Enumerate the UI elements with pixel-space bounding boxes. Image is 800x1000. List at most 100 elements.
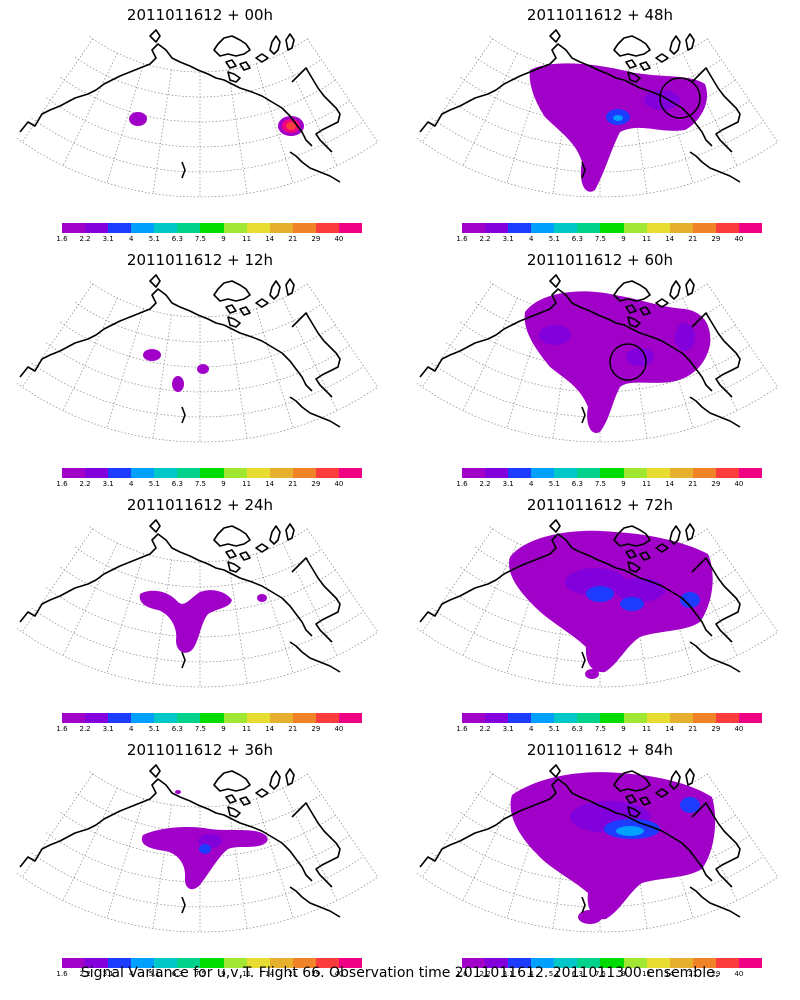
- colorbar-swatch: [715, 468, 739, 478]
- coastline-segment: [289, 641, 341, 673]
- colorbar-label: 1.6: [456, 235, 468, 243]
- colorbar-swatch: [154, 713, 178, 723]
- colorbar-swatch: [508, 958, 532, 968]
- colorbar-label: 14: [265, 235, 275, 243]
- coastline-segment: [549, 274, 561, 288]
- colorbar-label: 7.5: [594, 725, 607, 733]
- colorbar-swatch: [223, 468, 247, 478]
- colorbar-label: 7.5: [194, 970, 207, 978]
- colorbar-swatch: [715, 713, 739, 723]
- colorbar-label: 4: [528, 480, 534, 488]
- latitude-line: [74, 301, 322, 343]
- colorbar-label: 7.5: [594, 480, 607, 488]
- map-plot: [16, 764, 379, 933]
- latitude-line: [431, 117, 764, 173]
- colorbar-swatch: [223, 958, 247, 968]
- colorbar-swatch: [692, 223, 716, 233]
- coastline-segment: [255, 298, 269, 308]
- colorbar-label: 29: [711, 235, 721, 243]
- panel-title: 2011011612 + 12h: [126, 251, 274, 269]
- colorbar-swatch: [623, 223, 647, 233]
- coastline-segment: [419, 43, 713, 147]
- colorbar-labels: 1.6 2.2 3.1 4 5.1 6.3 7.5 9 11 14 21 29 40: [56, 480, 362, 490]
- colorbar-label: 1.6: [56, 480, 68, 488]
- map-graticule: [16, 36, 379, 198]
- meridian-line: [62, 297, 118, 411]
- colorbar-swatch: [577, 223, 601, 233]
- colorbar-label: 6.3: [571, 235, 583, 243]
- coastline-segment: [627, 561, 641, 573]
- coastline-segment: [213, 280, 251, 302]
- colorbar-swatch: [62, 468, 86, 478]
- latitude-line: [60, 322, 336, 368]
- coastline-segment: [669, 525, 681, 545]
- colorbar-swatch: [462, 468, 486, 478]
- colorbar: [462, 958, 763, 968]
- colorbar-swatch: [508, 713, 532, 723]
- coastline-segment: [581, 896, 586, 914]
- variance-shading: [141, 790, 268, 890]
- coastline-segment: [685, 523, 695, 541]
- latitude-line: [60, 77, 336, 123]
- colorbar-swatch: [315, 468, 339, 478]
- colorbar-label: 1.6: [56, 970, 68, 978]
- coastline-segment: [239, 61, 251, 71]
- colorbar-swatch: [292, 713, 316, 723]
- colorbar-swatch: [269, 468, 293, 478]
- colorbar-swatch: [62, 713, 86, 723]
- colorbar-label: 14: [665, 725, 675, 733]
- variance-shading: [509, 530, 713, 679]
- coastline-segment: [691, 312, 741, 398]
- colorbar-label: 2.2: [479, 235, 491, 243]
- meridian-line: [462, 787, 518, 901]
- coastline: [19, 274, 341, 428]
- colorbar-label: 2.2: [479, 970, 491, 978]
- colorbar-label: 2.2: [79, 235, 91, 243]
- colorbar-label: 2.2: [479, 480, 491, 488]
- coastline-segment: [625, 549, 637, 559]
- coastline-segment: [627, 316, 641, 328]
- coastline-segment: [685, 768, 695, 786]
- colorbar-label: 7.5: [194, 480, 207, 488]
- latitude-line: [16, 383, 379, 443]
- latitude-line: [416, 138, 779, 198]
- colorbar-swatch: [669, 958, 693, 968]
- colorbar-swatch: [85, 223, 109, 233]
- coastline-segment: [239, 551, 251, 561]
- colorbar-label: 4: [128, 480, 134, 488]
- colorbar-swatch: [554, 958, 578, 968]
- colorbar-label: 21: [688, 970, 698, 978]
- colorbar-label: 5.1: [148, 235, 160, 243]
- colorbar-swatch: [646, 468, 670, 478]
- colorbar-swatch: [85, 713, 109, 723]
- variance-shading: [510, 772, 716, 924]
- colorbar-label: 2.2: [79, 725, 91, 733]
- coastline-segment: [285, 278, 295, 296]
- colorbar-swatch: [200, 713, 224, 723]
- colorbar-label: 40: [334, 725, 344, 733]
- colorbar-swatch: [577, 713, 601, 723]
- meridian-line: [106, 308, 145, 429]
- coastline-segment: [689, 886, 741, 918]
- coastline-segment: [269, 280, 281, 300]
- coastline-segment: [289, 151, 341, 183]
- colorbar-label: 29: [311, 480, 321, 488]
- colorbar-label: 29: [711, 970, 721, 978]
- colorbar-label: 40: [734, 970, 744, 978]
- colorbar-labels: 1.6 2.2 3.1 4 5.1 6.3 7.5 9 11 14 21 29 40: [56, 235, 362, 245]
- coastline-segment: [691, 557, 741, 643]
- coastline: [19, 519, 341, 673]
- colorbar-swatch: [646, 223, 670, 233]
- coastline-segment: [669, 770, 681, 790]
- coastline-segment: [181, 896, 186, 914]
- colorbar-swatch: [715, 958, 739, 968]
- latitude-line: [74, 791, 322, 833]
- colorbar-swatch: [177, 958, 201, 968]
- colorbar-label: 4: [128, 970, 134, 978]
- colorbar-swatch: [338, 468, 363, 478]
- colorbar-swatch: [531, 223, 555, 233]
- colorbar-label: 9: [621, 970, 626, 978]
- colorbar-label: 5.1: [548, 235, 560, 243]
- coastline-segment: [227, 71, 241, 83]
- coastline-segment: [19, 43, 313, 147]
